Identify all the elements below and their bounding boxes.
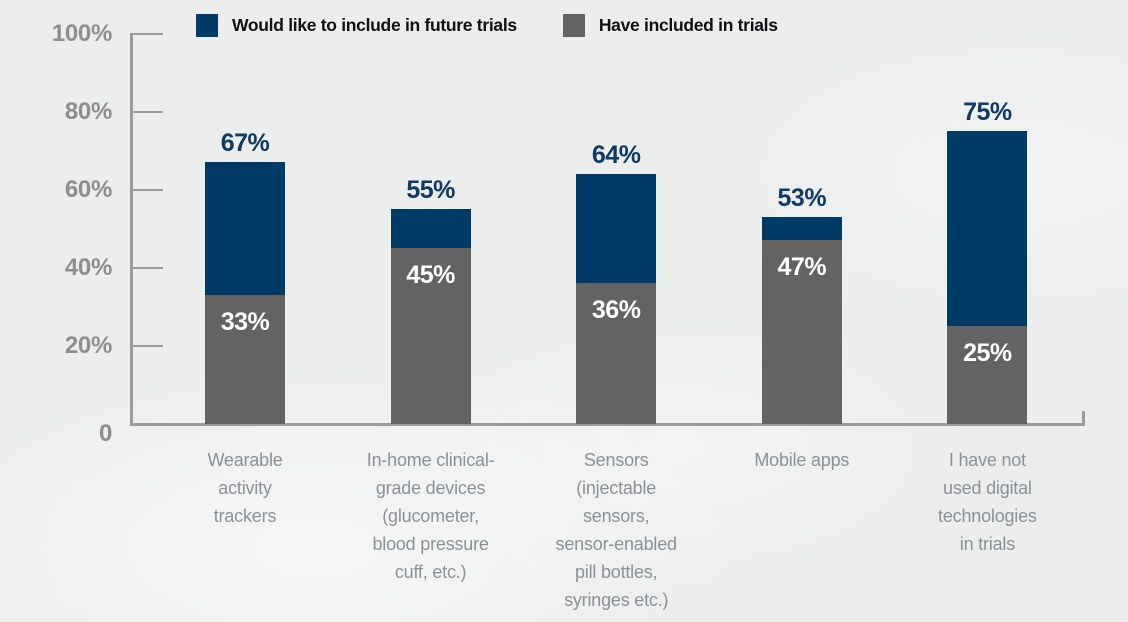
x-axis-line bbox=[130, 423, 1085, 426]
category-label: Wearable activity trackers bbox=[207, 450, 283, 526]
legend: Would like to include in future trials H… bbox=[196, 14, 778, 37]
bar-segment-have-included bbox=[761, 240, 842, 424]
category-label: I have not used digital technologies in … bbox=[938, 450, 1037, 554]
bar-segment-would-like bbox=[576, 174, 657, 284]
legend-swatch-would-like-icon bbox=[196, 14, 218, 37]
bar-segment-would-like bbox=[390, 209, 471, 249]
bar-included-label: 36% bbox=[591, 296, 641, 325]
x-axis-end-tick bbox=[1082, 411, 1085, 426]
bar-segment-would-like bbox=[761, 217, 842, 241]
category-label: Mobile apps bbox=[754, 450, 850, 470]
legend-item-would-like: Would like to include in future trials bbox=[196, 14, 517, 37]
legend-item-have-included: Have included in trials bbox=[562, 14, 778, 37]
category-label: Sensors (injectable sensors, sensor-enab… bbox=[555, 450, 677, 610]
bar-segment-have-included bbox=[205, 295, 285, 424]
bar-segment-have-included bbox=[390, 248, 471, 424]
y-tick-label: 60% bbox=[64, 175, 112, 203]
y-tick-line bbox=[130, 266, 163, 269]
legend-label-would-like: Would like to include in future trials bbox=[232, 15, 517, 35]
bar-segment-have-included bbox=[947, 326, 1028, 424]
bar-segment-have-included bbox=[576, 283, 657, 424]
bar-included-label: 33% bbox=[220, 308, 270, 337]
bar-total-label: 53% bbox=[777, 184, 827, 213]
bar-total-label: 55% bbox=[406, 176, 455, 205]
bar-included-label: 45% bbox=[406, 261, 455, 290]
y-tick-label: 80% bbox=[64, 97, 112, 125]
y-tick-line bbox=[130, 344, 163, 347]
legend-label-have-included: Have included in trials bbox=[598, 15, 778, 35]
y-tick-label: 0 bbox=[98, 420, 112, 447]
y-tick-line bbox=[130, 32, 163, 35]
y-tick-label: 100% bbox=[51, 19, 112, 47]
bar-segment-would-like bbox=[205, 162, 285, 296]
y-tick-label: 40% bbox=[64, 253, 112, 281]
bar-segment-would-like bbox=[947, 131, 1028, 327]
y-tick-line bbox=[130, 110, 163, 113]
bar-total-label: 64% bbox=[591, 141, 641, 170]
y-tick-line bbox=[130, 188, 163, 191]
y-tick-label: 20% bbox=[64, 331, 112, 359]
bar-total-label: 67% bbox=[220, 129, 270, 158]
bar-included-label: 25% bbox=[963, 339, 1012, 368]
bar-included-label: 47% bbox=[777, 253, 827, 282]
legend-swatch-have-included-icon bbox=[562, 14, 585, 37]
bar-total-label: 75% bbox=[963, 98, 1012, 127]
y-axis-line bbox=[130, 33, 133, 426]
category-label: In-home clinical- grade devices (glucome… bbox=[366, 450, 495, 582]
